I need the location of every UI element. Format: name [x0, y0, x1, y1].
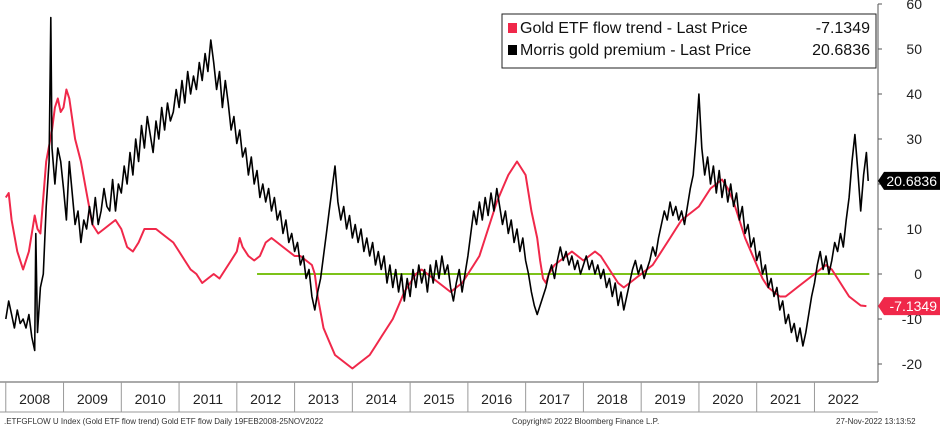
- legend-entry: Morris gold premium - Last Price 20.6836: [508, 42, 870, 59]
- x-tick-label: 2015: [423, 391, 454, 407]
- legend-value: 20.6836: [812, 42, 870, 59]
- legend-label: Morris gold premium - Last Price: [520, 42, 751, 59]
- x-axis: 2008 2009 2010 2011 2012 2013 2014 2015 2016 2017…: [5, 382, 859, 412]
- x-tick-label: 2008: [19, 391, 50, 407]
- legend-label: Gold ETF flow trend - Last Price: [520, 20, 748, 37]
- y-tick-label: 10: [906, 221, 922, 237]
- x-tick-label: 2014: [366, 391, 397, 407]
- series-line-gold-etf-flow-trend: [4, 88, 867, 370]
- legend-box: [501, 13, 877, 69]
- x-tick-label: 2019: [654, 391, 685, 407]
- x-tick-label: 2021: [770, 391, 801, 407]
- x-tick-label: 2016: [481, 391, 512, 407]
- series-layer: [4, 16, 869, 370]
- price-label-box: [878, 297, 940, 316]
- x-tick-label: 2011: [193, 391, 223, 407]
- series-line-morris-gold-premium: [5, 16, 869, 352]
- legend-swatch: [508, 45, 517, 55]
- x-tick-label: 2022: [828, 391, 859, 407]
- price-label-box: [878, 171, 940, 190]
- legend: Gold ETF flow trend - Last Price -7.1349 M…: [501, 13, 877, 69]
- legend-value: -7.1349: [816, 20, 870, 37]
- last-price-labels: -7.1349 20.6836: [878, 171, 940, 316]
- price-label-value: 20.6836: [886, 173, 937, 189]
- x-tick-label: 2018: [597, 391, 628, 407]
- x-tick-label: 2013: [308, 391, 339, 407]
- footer: .ETFGFLOW U Index (Gold ETF flow trend) …: [4, 417, 916, 426]
- footer-source-text: .ETFGFLOW U Index (Gold ETF flow trend) …: [4, 417, 324, 426]
- legend-swatch: [508, 23, 517, 33]
- x-tick-label: 2020: [712, 391, 743, 407]
- y-tick-label: 40: [906, 86, 922, 102]
- y-tick-label: 30: [906, 131, 922, 147]
- x-tick-label: 2012: [250, 391, 281, 407]
- last-price-label-morris-gold-premium: 20.6836: [878, 171, 940, 190]
- y-tick-label: 50: [906, 41, 922, 57]
- x-tick-label: 2010: [135, 391, 166, 407]
- last-price-label-gold-etf-flow-trend: -7.1349: [878, 297, 940, 316]
- y-tick-label: 0: [914, 266, 922, 282]
- x-tick-label: 2009: [77, 391, 108, 407]
- legend-entry: Gold ETF flow trend - Last Price -7.1349: [508, 20, 870, 37]
- price-label-value: -7.1349: [890, 298, 938, 314]
- footer-timestamp-text: 27-Nov-2022 13:13:52: [836, 417, 916, 426]
- footer-copyright-text: Copyright© 2022 Bloomberg Finance L.P.: [512, 417, 659, 426]
- y-tick-label: 60: [906, 0, 922, 12]
- y-tick-label: -20: [902, 356, 922, 372]
- x-tick-label: 2017: [539, 391, 570, 407]
